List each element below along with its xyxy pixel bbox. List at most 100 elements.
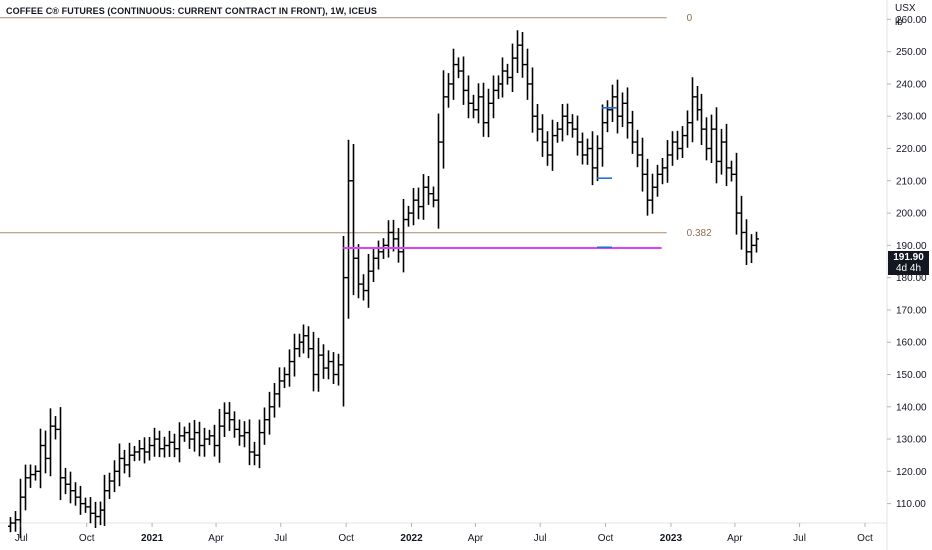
ohlc-bar	[565, 103, 570, 136]
ohlc-bar	[18, 478, 23, 539]
ohlc-bar	[326, 350, 331, 380]
ohlc-bar	[505, 63, 510, 85]
ohlc-bar	[282, 367, 287, 389]
ohlc-bar	[147, 436, 152, 461]
ohlc-bar	[680, 126, 685, 158]
ohlc-bar	[645, 158, 650, 216]
ohlc-bar	[167, 430, 172, 457]
ohlc-bar	[605, 100, 610, 133]
ohlc-bar	[754, 231, 759, 253]
ohlc-bar	[585, 138, 590, 165]
ohlc-bar	[227, 401, 232, 431]
ohlc-bar	[615, 79, 620, 134]
ohlc-bar	[38, 428, 43, 489]
ohlc-bar	[625, 87, 630, 139]
ohlc-bar	[336, 353, 341, 386]
ohlc-bar	[217, 408, 222, 463]
ohlc-bar	[43, 430, 48, 474]
ohlc-bar	[371, 247, 376, 283]
ohlc-bar	[714, 107, 719, 184]
ohlc-bar	[212, 424, 217, 457]
ohlc-bar	[650, 173, 655, 214]
ohlc-bar	[361, 274, 366, 301]
ohlc-bar	[197, 421, 202, 457]
ohlc-bar	[431, 186, 436, 208]
ohlc-bar	[699, 93, 704, 146]
x-tick-label: 2023	[660, 533, 683, 544]
ohlc-bar	[670, 131, 675, 166]
ohlc-bar	[297, 333, 302, 358]
y-tick-label: 240.00	[896, 79, 927, 90]
unit-label: lb	[895, 17, 903, 28]
ohlc-bar	[550, 119, 555, 171]
y-tick-label: 110.00	[896, 499, 926, 510]
x-tick-label: Apr	[208, 533, 224, 544]
ohlc-bar	[466, 75, 471, 119]
x-tick-label: 2021	[141, 533, 164, 544]
last-price-value: 191.90	[893, 252, 924, 263]
ohlc-bar	[252, 441, 257, 466]
ohlc-bar	[406, 205, 411, 227]
ohlc-bar	[451, 48, 456, 100]
ohlc-bar	[137, 440, 142, 461]
y-tick-label: 230.00	[896, 112, 927, 123]
ohlc-bar	[500, 57, 505, 98]
ohlc-bar	[386, 220, 391, 258]
ohlc-bar	[476, 83, 481, 124]
x-tick-label: Oct	[598, 533, 614, 544]
ohlc-bar	[177, 422, 182, 463]
ohlc-bar	[58, 407, 63, 501]
fib-level-label: 0.382	[687, 228, 712, 239]
last-price-tag: 191.90 4d 4h	[888, 251, 929, 275]
x-tick-label: Jul	[15, 533, 28, 544]
ohlc-bar	[446, 73, 451, 108]
ohlc-bar	[93, 501, 98, 528]
y-tick-label: 120.00	[896, 467, 927, 478]
ohlc-bar	[391, 219, 396, 252]
ohlc-bar	[401, 198, 406, 273]
ohlc-bar	[734, 152, 739, 235]
ohlc-bar	[704, 117, 709, 161]
ohlc-bar	[152, 427, 157, 457]
ohlc-bar	[73, 482, 78, 506]
x-tick-label: Jul	[793, 533, 806, 544]
ohlc-bar	[311, 331, 316, 392]
ohlc-bar	[665, 140, 670, 183]
ohlc-bar	[366, 253, 371, 308]
x-tick-label: Jul	[534, 533, 547, 544]
ohlc-bar	[540, 114, 545, 157]
ohlc-bar	[192, 420, 197, 452]
ohlc-bar	[749, 234, 754, 264]
y-tick-label: 250.00	[896, 47, 927, 58]
ohlc-bar	[172, 433, 177, 458]
ohlc-bar	[53, 416, 58, 440]
ohlc-bar	[515, 30, 520, 74]
ohlc-bar	[321, 344, 326, 379]
ohlc-bar	[98, 501, 103, 526]
ohlc-bar	[331, 352, 336, 384]
ohlc-bar	[247, 419, 252, 466]
ohlc-bar	[426, 176, 431, 205]
bar-countdown: 4d 4h	[895, 263, 922, 274]
ohlc-bar	[117, 443, 122, 487]
ohlc-bar	[132, 445, 137, 462]
ohlc-bar	[675, 130, 680, 160]
y-tick-label: 260.00	[896, 15, 927, 26]
fib-level-label: 0	[687, 13, 693, 24]
y-tick-label: 190.00	[896, 241, 927, 252]
x-tick-label: Apr	[468, 533, 484, 544]
ohlc-bar	[187, 422, 192, 449]
ohlc-bar	[267, 391, 272, 435]
currency-label: USX	[895, 3, 916, 14]
ohlc-bar	[520, 32, 525, 78]
ohlc-bar	[63, 467, 68, 495]
ohlc-bar	[690, 77, 695, 143]
ohlc-bar	[416, 187, 421, 220]
ohlc-bar	[23, 464, 28, 511]
y-tick-label: 160.00	[896, 338, 927, 349]
ohlc-bar	[182, 426, 187, 442]
ohlc-bar	[724, 123, 729, 187]
x-tick-label: Oct	[338, 533, 354, 544]
x-tick-label: Apr	[727, 533, 743, 544]
